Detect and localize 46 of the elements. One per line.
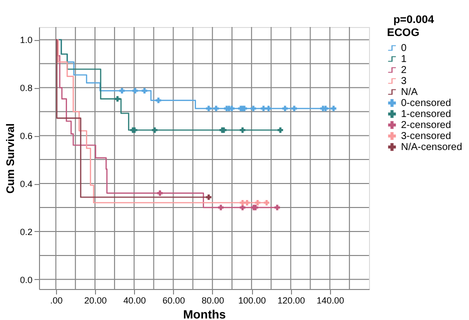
legend-label: 3	[401, 76, 407, 87]
legend-label: N/A-censored	[401, 142, 462, 153]
point	[254, 200, 260, 206]
point	[119, 88, 125, 94]
y-tick-label: 0.4	[20, 179, 32, 190]
point	[206, 194, 212, 200]
y-tick-label: 0.6	[20, 131, 32, 142]
point	[152, 127, 158, 133]
x-tick-label: 20.00	[84, 296, 107, 306]
point	[218, 204, 224, 210]
y-tick-label: 0.2	[20, 226, 32, 237]
x-tick-label: 40.00	[123, 296, 146, 306]
legend-label: 1	[401, 54, 407, 65]
point	[240, 127, 246, 133]
text: p=0.004	[393, 14, 435, 26]
x-tick-label: 100.00	[238, 296, 266, 306]
x-axis-title: Months	[183, 308, 226, 320]
legend-label: 1-censored	[401, 109, 452, 120]
point	[278, 127, 284, 133]
legend-title: ECOG	[387, 27, 420, 39]
x-tick-label: 120.00	[277, 296, 305, 306]
point	[291, 106, 297, 112]
point	[156, 98, 162, 104]
y-tick-label: 1.0	[20, 35, 32, 46]
y-tick-label: 0.8	[20, 83, 32, 94]
legend-label: 2-censored	[401, 120, 452, 131]
x-tick-label: 140.00	[316, 296, 344, 306]
legend-label: 0-censored	[401, 98, 452, 109]
point	[250, 106, 256, 112]
legend-label: 3-censored	[401, 131, 452, 142]
point	[274, 204, 280, 210]
legend-label: 2	[401, 65, 407, 76]
point	[244, 200, 250, 206]
point	[157, 190, 163, 196]
point	[142, 88, 148, 94]
point	[206, 106, 212, 112]
x-tick-label: .00	[50, 296, 63, 306]
point	[264, 200, 270, 206]
point	[132, 88, 138, 94]
x-tick-label: 60.00	[162, 296, 186, 306]
y-tick-label: 0.0	[20, 274, 32, 285]
x-tick-label: 80.00	[202, 296, 224, 306]
legend-label: N/A	[401, 87, 418, 98]
legend-label: 0	[401, 43, 407, 54]
point	[114, 96, 120, 102]
y-axis-title: Cum Survival	[4, 123, 17, 194]
